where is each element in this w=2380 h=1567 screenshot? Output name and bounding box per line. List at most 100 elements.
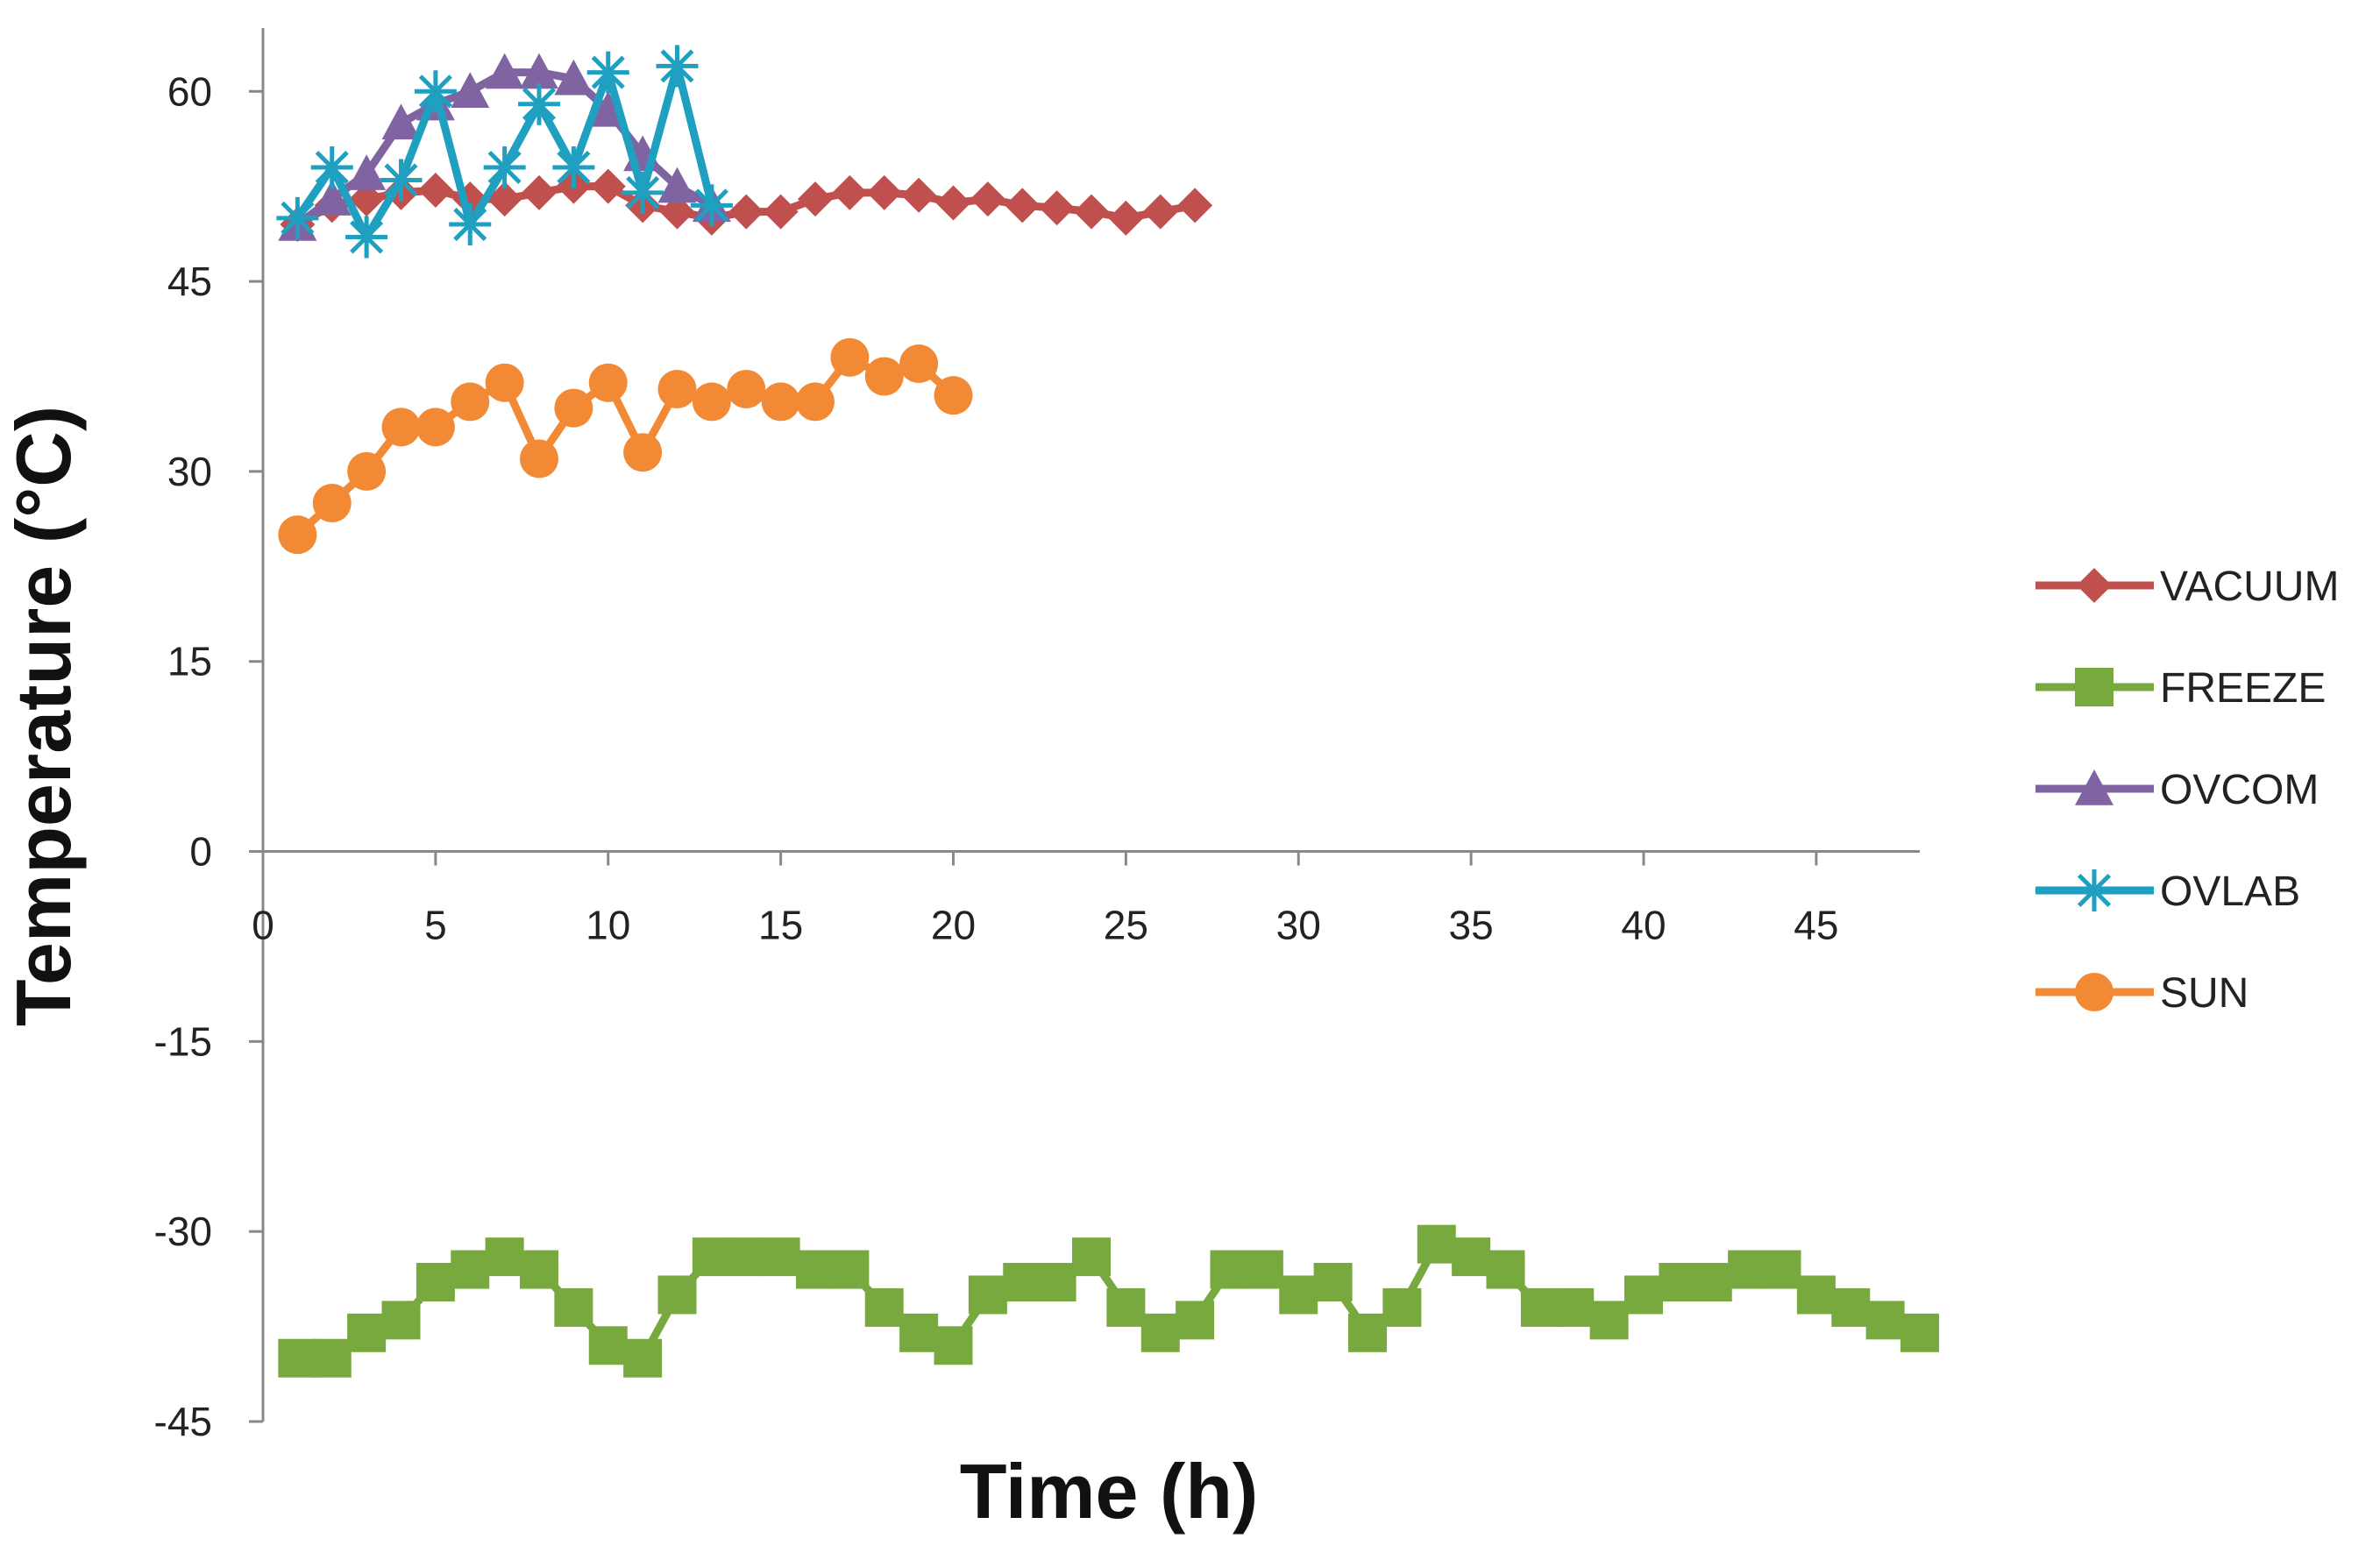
data-point-freeze [312,1338,352,1378]
data-point-ovlab [690,184,733,227]
data-point-vacuum [901,177,937,213]
data-point-ovlab [345,216,388,259]
data-point-ovcom [485,53,524,89]
y-tick-label: -15 [154,1018,212,1064]
legend-item-freeze: FREEZE [2035,665,2326,712]
data-point-vacuum [763,194,799,230]
data-point-freeze [830,1250,870,1289]
data-point-freeze [554,1287,593,1327]
data-point-sun [347,451,387,491]
legend-label: FREEZE [2160,665,2326,712]
x-tick-label: 40 [1621,903,1666,948]
data-point-freeze [416,1263,455,1301]
data-point-sun [692,382,731,422]
data-point-freeze [1210,1250,1249,1289]
data-point-ovlab [380,159,423,202]
data-point-ovlab [483,146,526,188]
data-point-sun [451,382,490,422]
data-point-freeze [1520,1287,1559,1327]
data-point-freeze [1140,1313,1180,1352]
data-point-freeze [796,1250,835,1289]
legend-label: OVLAB [2160,869,2300,915]
data-point-freeze [761,1237,800,1277]
data-point-ovlab [586,51,629,94]
legend-marker-vacuum [2077,568,2112,603]
series-sun [278,337,973,555]
data-point-freeze [381,1301,421,1340]
data-point-freeze [934,1326,973,1365]
legend-label: OVCOM [2160,767,2319,813]
data-point-sun [934,376,973,415]
data-point-freeze [278,1338,317,1378]
data-point-ovcom [381,103,421,140]
legend-item-ovlab: OVLAB [2035,869,2300,915]
legend-marker-ovcom [2075,769,2114,805]
data-point-freeze [1659,1263,1698,1301]
data-point-ovcom [554,59,593,96]
data-point-sun [899,344,939,384]
data-point-vacuum [1074,194,1109,230]
y-tick-label: -45 [154,1399,212,1444]
data-point-freeze [1106,1287,1146,1327]
data-point-freeze [1589,1301,1629,1340]
data-point-sun [727,369,766,408]
data-point-vacuum [590,168,626,204]
data-point-freeze [588,1326,628,1365]
data-point-sun [657,369,697,408]
data-point-ovcom [657,167,697,203]
data-point-sun [520,439,558,479]
data-point-vacuum [417,173,453,209]
y-tick-label: -30 [154,1209,212,1254]
data-point-freeze [727,1237,766,1277]
data-point-vacuum [798,181,833,217]
data-point-sun [864,357,904,396]
x-tick-label: 30 [1276,903,1321,948]
data-point-sun [416,408,455,447]
data-point-ovlab [276,196,319,239]
data-point-freeze [1176,1301,1215,1340]
data-point-ovlab [518,82,560,125]
data-point-sun [588,363,628,402]
data-point-freeze [1003,1263,1042,1301]
data-point-freeze [657,1275,697,1315]
data-point-vacuum [522,174,557,210]
data-point-freeze [451,1250,490,1289]
y-tick-label: 60 [167,68,212,114]
data-point-freeze [1796,1275,1836,1315]
data-point-freeze [968,1275,1007,1315]
data-point-sun [381,408,421,447]
data-point-freeze [864,1287,904,1327]
legend-item-ovcom: OVCOM [2035,767,2319,813]
data-point-ovlab [449,203,492,246]
x-tick-label: 20 [931,903,976,948]
legend-marker-ovlab [2073,869,2115,911]
x-tick-label: 45 [1794,903,1838,948]
data-point-vacuum [935,185,971,221]
y-tick-label: 15 [167,639,212,684]
data-point-sun [554,388,593,428]
data-point-ovcom [520,53,558,89]
data-point-ovlab [414,70,457,113]
data-point-vacuum [728,194,764,230]
legend-marker-freeze [2075,668,2114,706]
data-point-vacuum [1177,188,1213,223]
data-point-freeze [1555,1287,1595,1327]
data-point-ovcom [347,154,387,190]
data-point-freeze [1279,1275,1318,1315]
data-point-freeze [1382,1287,1422,1327]
axes [261,28,1920,1422]
data-point-sun [796,382,835,422]
x-axis-title: Time (h) [960,1448,1259,1535]
data-point-freeze [1728,1250,1767,1289]
data-point-freeze [1900,1313,1939,1352]
y-tick-label: 30 [167,449,212,494]
data-point-vacuum [349,181,385,217]
data-point-freeze [1486,1250,1525,1289]
data-point-ovlab [552,146,595,188]
data-point-vacuum [1005,188,1041,223]
data-point-freeze [1865,1301,1905,1340]
x-tick-label: 10 [586,903,630,948]
data-point-vacuum [659,194,695,230]
